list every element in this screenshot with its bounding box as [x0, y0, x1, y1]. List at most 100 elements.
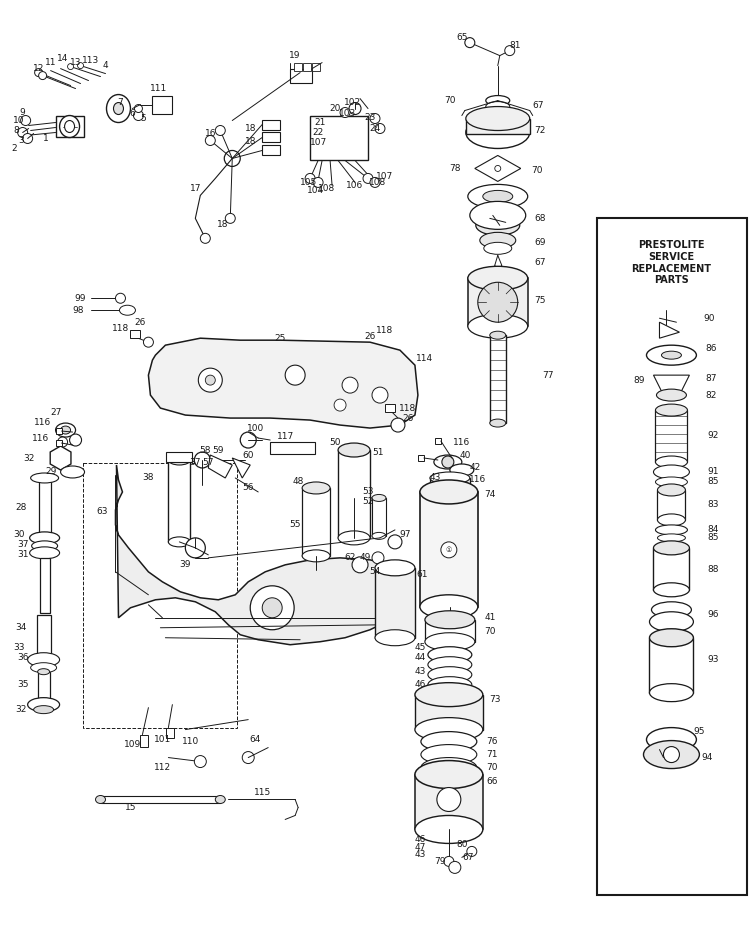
Text: 86: 86: [706, 344, 717, 353]
Ellipse shape: [169, 455, 190, 465]
Text: 7: 7: [118, 98, 123, 107]
Text: 57: 57: [202, 457, 214, 467]
Ellipse shape: [31, 663, 56, 672]
Ellipse shape: [652, 602, 692, 618]
Text: 53: 53: [362, 487, 374, 496]
Ellipse shape: [466, 117, 530, 148]
Text: 116: 116: [453, 437, 470, 446]
Text: 27: 27: [50, 407, 62, 417]
Circle shape: [352, 557, 368, 573]
Circle shape: [134, 105, 142, 113]
Text: 101: 101: [154, 735, 171, 745]
Bar: [385, 404, 395, 412]
Text: 110: 110: [182, 737, 199, 746]
Bar: [375, 568, 415, 638]
Text: 35: 35: [17, 681, 28, 689]
Text: 73: 73: [489, 695, 500, 704]
Bar: [140, 734, 148, 746]
Ellipse shape: [302, 550, 330, 562]
Text: 12: 12: [33, 64, 44, 73]
Bar: [658, 490, 686, 519]
Text: 107: 107: [310, 138, 327, 147]
Bar: [56, 428, 62, 434]
Text: 105: 105: [299, 178, 316, 187]
Circle shape: [240, 432, 256, 448]
Text: 118: 118: [399, 404, 416, 413]
Text: 55: 55: [290, 520, 301, 530]
Text: 96: 96: [707, 610, 719, 619]
Text: 51: 51: [372, 447, 384, 457]
Ellipse shape: [484, 243, 512, 255]
Circle shape: [334, 399, 346, 411]
Text: 108: 108: [317, 184, 334, 193]
Bar: [415, 774, 483, 830]
Polygon shape: [659, 322, 680, 338]
Text: 112: 112: [154, 763, 171, 772]
Ellipse shape: [490, 419, 506, 427]
Circle shape: [370, 178, 380, 187]
Ellipse shape: [415, 760, 483, 789]
Circle shape: [375, 123, 385, 133]
Text: 92: 92: [708, 431, 719, 440]
Text: 32: 32: [15, 705, 26, 714]
Text: 34: 34: [15, 623, 26, 632]
Text: 28: 28: [15, 504, 26, 512]
Circle shape: [200, 233, 210, 244]
Text: 66: 66: [486, 777, 497, 786]
Ellipse shape: [38, 669, 50, 675]
Text: 46: 46: [414, 681, 425, 689]
Text: 19: 19: [290, 51, 301, 60]
Text: 38: 38: [142, 473, 154, 482]
Text: 63: 63: [97, 507, 108, 517]
Bar: [466, 119, 530, 134]
Text: 18: 18: [244, 124, 256, 133]
Ellipse shape: [430, 484, 470, 496]
Circle shape: [441, 542, 457, 557]
Circle shape: [444, 857, 454, 867]
Ellipse shape: [653, 541, 689, 555]
Text: 87: 87: [706, 373, 717, 382]
Circle shape: [442, 456, 454, 468]
Circle shape: [437, 787, 460, 811]
Circle shape: [478, 282, 518, 322]
Bar: [40, 557, 50, 613]
Text: 107: 107: [376, 172, 394, 181]
Text: 72: 72: [534, 126, 545, 135]
Bar: [656, 410, 688, 462]
Text: 43: 43: [429, 473, 440, 482]
Text: 4: 4: [103, 61, 108, 70]
Ellipse shape: [415, 816, 483, 844]
Text: 36: 36: [17, 653, 28, 662]
Circle shape: [22, 133, 33, 144]
Ellipse shape: [656, 456, 688, 468]
Bar: [468, 279, 528, 326]
Circle shape: [194, 452, 210, 468]
Text: 99: 99: [75, 294, 86, 303]
Ellipse shape: [119, 306, 136, 315]
Circle shape: [198, 369, 222, 392]
Ellipse shape: [644, 741, 700, 769]
Ellipse shape: [425, 611, 475, 629]
Text: 109: 109: [124, 740, 141, 749]
Ellipse shape: [662, 351, 682, 359]
Ellipse shape: [656, 477, 688, 487]
Text: 29: 29: [45, 468, 56, 477]
Text: 17: 17: [190, 184, 201, 193]
Bar: [303, 63, 311, 70]
Text: 118: 118: [112, 324, 129, 332]
Polygon shape: [475, 156, 520, 181]
Circle shape: [495, 166, 501, 171]
Circle shape: [313, 178, 323, 187]
Circle shape: [70, 434, 82, 446]
Ellipse shape: [470, 201, 526, 230]
Ellipse shape: [31, 473, 58, 483]
Circle shape: [372, 552, 384, 564]
Text: 83: 83: [707, 500, 719, 509]
Ellipse shape: [428, 646, 472, 663]
Text: 65: 65: [456, 33, 467, 43]
Ellipse shape: [468, 184, 528, 208]
Text: 104: 104: [307, 186, 324, 194]
Ellipse shape: [434, 455, 462, 469]
Ellipse shape: [415, 718, 483, 742]
Ellipse shape: [338, 443, 370, 457]
